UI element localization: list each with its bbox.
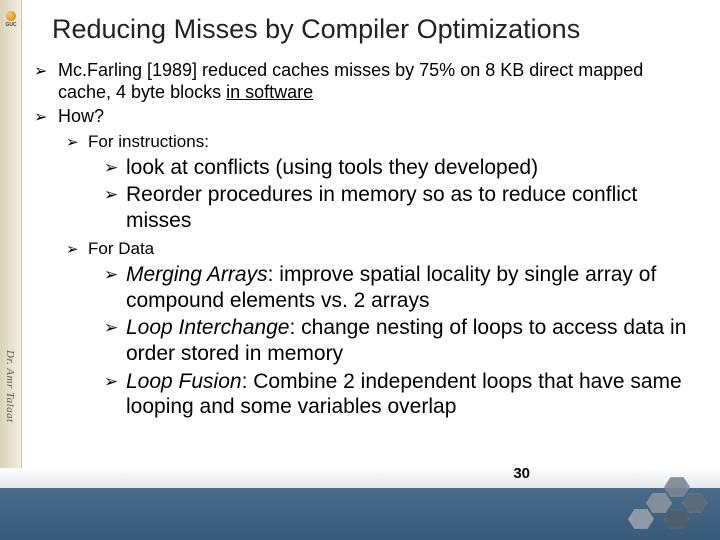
bullet-level1: ➢ Mc.Farling [1989] reduced caches misse…	[34, 60, 699, 104]
text-underline: in software	[226, 82, 313, 102]
footer-bar	[0, 488, 720, 540]
content-area: ➢ Mc.Farling [1989] reduced caches misse…	[34, 60, 699, 422]
logo-icon	[6, 11, 16, 21]
bullet-text: Loop Interchange: change nesting of loop…	[126, 315, 699, 366]
bullet-arrow-icon: ➢	[104, 369, 126, 420]
hex-icon	[682, 492, 708, 514]
bullet-text: Reorder procedures in memory so as to re…	[126, 182, 699, 233]
bullet-arrow-icon: ➢	[104, 262, 126, 313]
bullet-level3: ➢ look at conflicts (using tools they de…	[104, 155, 699, 181]
bullet-arrow-icon: ➢	[34, 60, 58, 104]
bullet-level2: ➢ For Data	[66, 239, 699, 260]
hex-decoration	[624, 474, 714, 534]
bullet-text: Mc.Farling [1989] reduced caches misses …	[58, 60, 699, 104]
hex-icon	[664, 476, 690, 498]
bullet-level2: ➢ For instructions:	[66, 132, 699, 153]
bullet-text: For Data	[88, 239, 699, 260]
bullet-level3: ➢ Merging Arrays: improve spatial locali…	[104, 262, 699, 313]
bullet-arrow-icon: ➢	[66, 132, 88, 153]
hex-icon	[628, 508, 654, 530]
bullet-text: For instructions:	[88, 132, 699, 153]
bullet-arrow-icon: ➢	[104, 155, 126, 181]
text-emphasis: Merging Arrays	[126, 263, 268, 286]
bullet-text: How?	[58, 106, 699, 128]
slide-title: Reducing Misses by Compiler Optimization…	[52, 14, 692, 45]
text-emphasis: Loop Fusion	[126, 370, 242, 393]
bullet-text: look at conflicts (using tools they deve…	[126, 155, 699, 181]
hex-icon	[664, 508, 690, 530]
logo-text: GUC	[5, 22, 16, 28]
bullet-level3: ➢ Loop Fusion: Combine 2 independent loo…	[104, 369, 699, 420]
bullet-arrow-icon: ➢	[34, 106, 58, 128]
bullet-arrow-icon: ➢	[66, 239, 88, 260]
logo: GUC	[2, 6, 20, 32]
bullet-text: Loop Fusion: Combine 2 independent loops…	[126, 369, 699, 420]
bullet-level3: ➢ Loop Interchange: change nesting of lo…	[104, 315, 699, 366]
bullet-arrow-icon: ➢	[104, 315, 126, 366]
page-number: 30	[513, 465, 530, 482]
hex-icon	[646, 492, 672, 514]
author-label: Dr. Amr Talaat	[4, 350, 16, 423]
bullet-level3: ➢ Reorder procedures in memory so as to …	[104, 182, 699, 233]
bullet-text: Merging Arrays: improve spatial locality…	[126, 262, 699, 313]
text-emphasis: Loop Interchange	[126, 316, 289, 339]
bullet-level1: ➢ How?	[34, 106, 699, 128]
slide: GUC Dr. Amr Talaat Reducing Misses by Co…	[0, 0, 720, 540]
text-segment: Mc.Farling [1989] reduced caches misses …	[58, 60, 643, 102]
bullet-arrow-icon: ➢	[104, 182, 126, 233]
footer-gradient	[0, 468, 720, 488]
